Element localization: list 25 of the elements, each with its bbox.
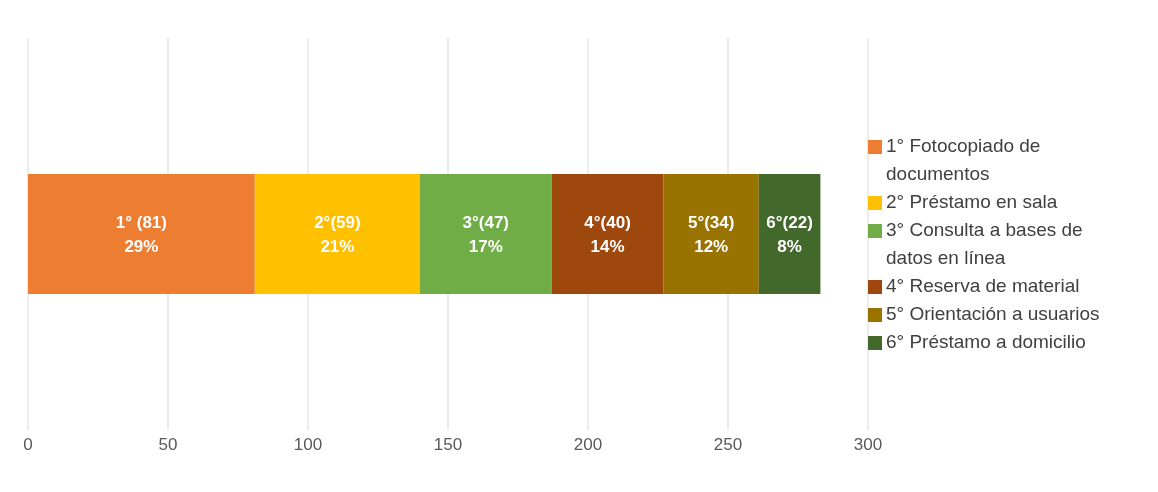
data-label: 1° (81) 29% — [115, 213, 168, 256]
x-tick-label: 300 — [853, 435, 883, 455]
legend-label: 2° Préstamo en sala — [886, 190, 1059, 214]
data-label: 2°(59) 21% — [314, 213, 361, 256]
x-tick-label: 150 — [433, 435, 463, 455]
legend-label: 5° Orientación a usuarios — [886, 302, 1101, 326]
data-label: 4°(40) 14% — [584, 213, 631, 256]
legend-label: 4° Reserva de material — [886, 274, 1081, 298]
bar — [663, 174, 759, 294]
bar — [254, 174, 420, 294]
legend-label: 3° Consulta a bases de datos en línea — [886, 218, 1084, 270]
x-tick-label: 0 — [23, 435, 33, 455]
legend-label: 1° Fotocopiado de documentos — [886, 134, 1042, 186]
legend-label: 6° Préstamo a domicilio — [886, 330, 1087, 354]
x-tick-label: 50 — [158, 435, 178, 455]
data-label: 5°(34) 12% — [687, 213, 735, 256]
bar — [420, 174, 552, 294]
bar — [28, 174, 255, 294]
data-label: 3°(47) 17% — [462, 213, 510, 256]
x-tick-label: 250 — [713, 435, 743, 455]
bar — [758, 174, 821, 294]
x-tick-label: 200 — [573, 435, 603, 455]
bar — [551, 174, 664, 294]
data-label: 6°(22) 8% — [766, 213, 813, 256]
x-tick-label: 100 — [293, 435, 323, 455]
